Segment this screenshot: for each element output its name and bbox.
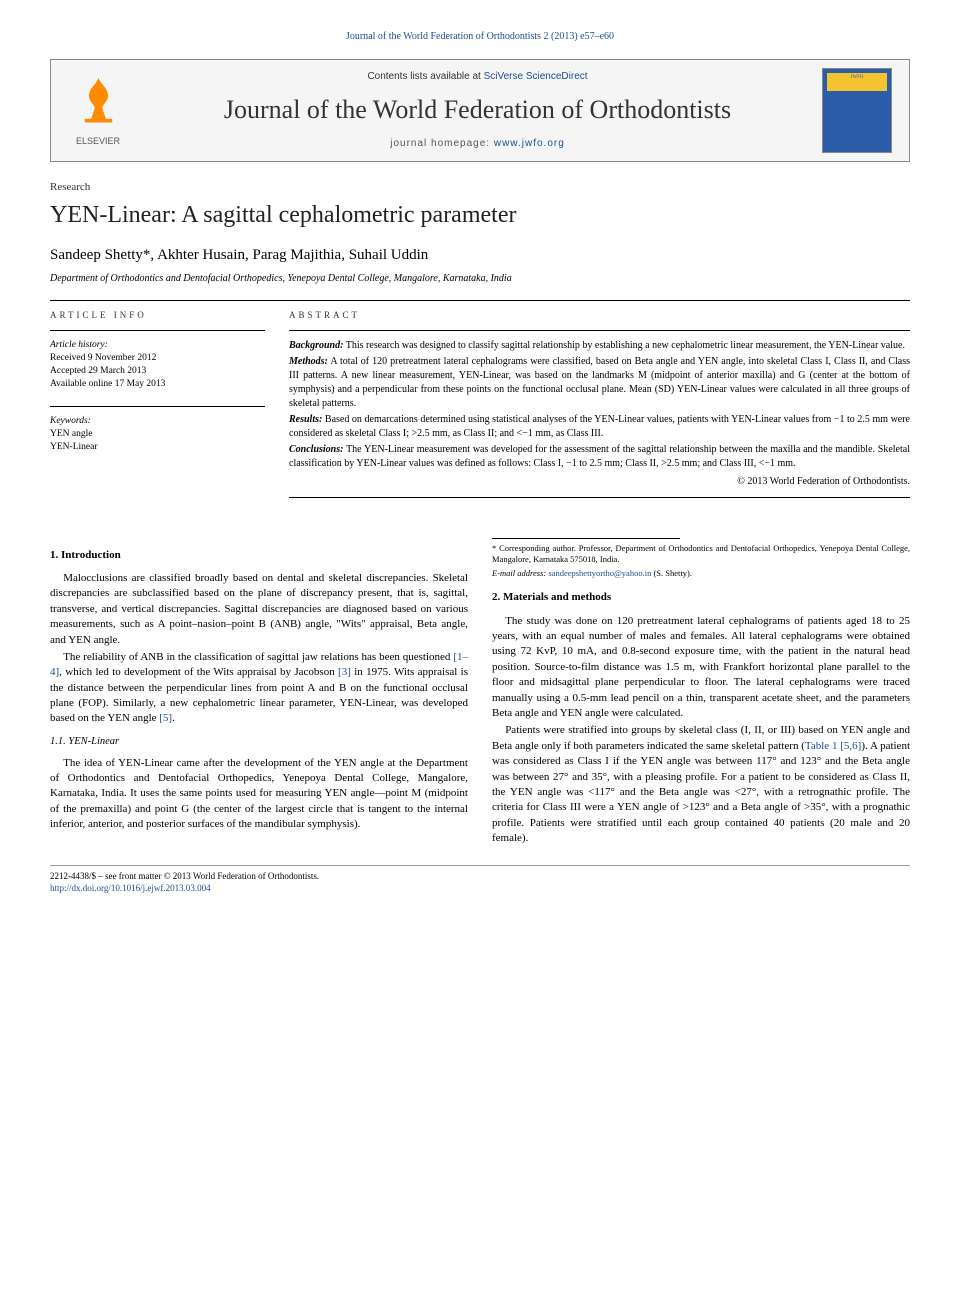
body-text: The reliability of ANB in the classifica… — [63, 651, 453, 663]
footnote-separator — [492, 538, 680, 539]
section-heading-methods: 2. Materials and methods — [492, 590, 910, 605]
article-info-heading: article info — [50, 309, 265, 322]
banner-center: Contents lists available at SciVerse Sci… — [133, 70, 822, 150]
received-date: Received 9 November 2012 — [50, 352, 265, 365]
divider — [289, 330, 910, 331]
citation-link[interactable]: [3] — [338, 666, 351, 678]
doi-link[interactable]: http://dx.doi.org/10.1016/j.ejwf.2013.03… — [50, 883, 211, 893]
results-label: Results: — [289, 414, 322, 425]
section-heading-introduction: 1. Introduction — [50, 548, 468, 563]
email-suffix: (S. Shetty). — [651, 568, 692, 578]
body-paragraph: Patients were stratified into groups by … — [492, 723, 910, 846]
body-paragraph: Malocclusions are classified broadly bas… — [50, 571, 468, 648]
journal-name: Journal of the World Federation of Ortho… — [133, 92, 822, 128]
body-text: ). A patient was considered as Class I i… — [492, 740, 910, 844]
elsevier-tree-icon — [71, 73, 126, 128]
results-text: Based on demarcations determined using s… — [289, 414, 910, 439]
accepted-date: Accepted 29 March 2013 — [50, 365, 265, 378]
publisher-logo-block: ELSEVIER — [63, 73, 133, 147]
keyword: YEN-Linear — [50, 441, 265, 454]
conclusions-text: The YEN-Linear measurement was developed… — [289, 444, 910, 469]
doi-block: 2212-4438/$ – see front matter © 2013 Wo… — [50, 870, 319, 895]
homepage-link[interactable]: www.jwfo.org — [494, 138, 565, 149]
cover-thumbnail-block: JWFO — [822, 68, 897, 153]
body-text: , which led to development of the Wits a… — [59, 666, 338, 678]
keywords-label: Keywords: — [50, 415, 265, 428]
abstract-conclusions: Conclusions: The YEN-Linear measurement … — [289, 443, 910, 471]
header-citation: Journal of the World Federation of Ortho… — [50, 30, 910, 44]
body-text: . — [172, 712, 175, 724]
meta-abstract-row: article info Article history: Received 9… — [50, 309, 910, 506]
sciencedirect-link[interactable]: SciVerse ScienceDirect — [484, 71, 588, 82]
table-link[interactable]: Table 1 — [805, 740, 838, 752]
article-type: Research — [50, 180, 910, 195]
abstract-methods: Methods: A total of 120 pretreatment lat… — [289, 355, 910, 411]
article-title: YEN-Linear: A sagittal cephalometric par… — [50, 199, 910, 233]
background-text: This research was designed to classify s… — [346, 340, 905, 351]
body-paragraph: The study was done on 120 pretreatment l… — [492, 614, 910, 722]
affiliation: Department of Orthodontics and Dentofaci… — [50, 272, 910, 286]
email-label: E-mail address: — [492, 568, 548, 578]
email-link[interactable]: sandeepshettyortho@yahoo.in — [548, 568, 651, 578]
article-history: Article history: Received 9 November 201… — [50, 339, 265, 392]
divider — [289, 497, 910, 498]
corr-label: * Corresponding author. — [492, 543, 579, 553]
divider — [50, 330, 265, 331]
copyright: © 2013 World Federation of Orthodontists… — [289, 475, 910, 489]
homepage-prefix: journal homepage: — [390, 138, 494, 149]
journal-cover-icon: JWFO — [822, 68, 892, 153]
body-columns: 1. Introduction Malocclusions are classi… — [50, 538, 910, 849]
body-paragraph: The idea of YEN-Linear came after the de… — [50, 756, 468, 833]
contents-prefix: Contents lists available at — [367, 71, 483, 82]
email-footnote: E-mail address: sandeepshettyortho@yahoo… — [492, 568, 910, 580]
keyword: YEN angle — [50, 428, 265, 441]
subsection-heading-yen-linear: 1.1. YEN-Linear — [50, 735, 468, 750]
journal-banner: ELSEVIER Contents lists available at Sci… — [50, 59, 910, 162]
divider — [50, 406, 265, 407]
issn-line: 2212-4438/$ – see front matter © 2013 Wo… — [50, 870, 319, 883]
methods-label: Methods: — [289, 356, 328, 367]
abstract-heading: abstract — [289, 309, 910, 322]
publisher-name: ELSEVIER — [63, 135, 133, 148]
abstract-results: Results: Based on demarcations determine… — [289, 413, 910, 441]
abstract-background: Background: This research was designed t… — [289, 339, 910, 353]
authors: Sandeep Shetty*, Akhter Husain, Parag Ma… — [50, 245, 910, 266]
abstract-block: abstract Background: This research was d… — [289, 309, 910, 506]
citation-link[interactable]: [5,6] — [840, 740, 861, 752]
methods-text: A total of 120 pretreatment lateral ceph… — [289, 356, 910, 409]
homepage-line: journal homepage: www.jwfo.org — [133, 137, 822, 151]
cover-label: JWFO — [827, 73, 887, 91]
article-info-block: article info Article history: Received 9… — [50, 309, 265, 506]
history-label: Article history: — [50, 339, 265, 352]
corresponding-author-footnote: * Corresponding author. Professor, Depar… — [492, 543, 910, 567]
body-paragraph: The reliability of ANB in the classifica… — [50, 650, 468, 727]
online-date: Available online 17 May 2013 — [50, 378, 265, 391]
contents-line: Contents lists available at SciVerse Sci… — [133, 70, 822, 84]
footer-bar: 2212-4438/$ – see front matter © 2013 Wo… — [50, 865, 910, 895]
keywords-block: Keywords: YEN angle YEN-Linear — [50, 415, 265, 455]
background-label: Background: — [289, 340, 343, 351]
conclusions-label: Conclusions: — [289, 444, 343, 455]
divider — [50, 300, 910, 301]
citation-link[interactable]: [5] — [159, 712, 172, 724]
